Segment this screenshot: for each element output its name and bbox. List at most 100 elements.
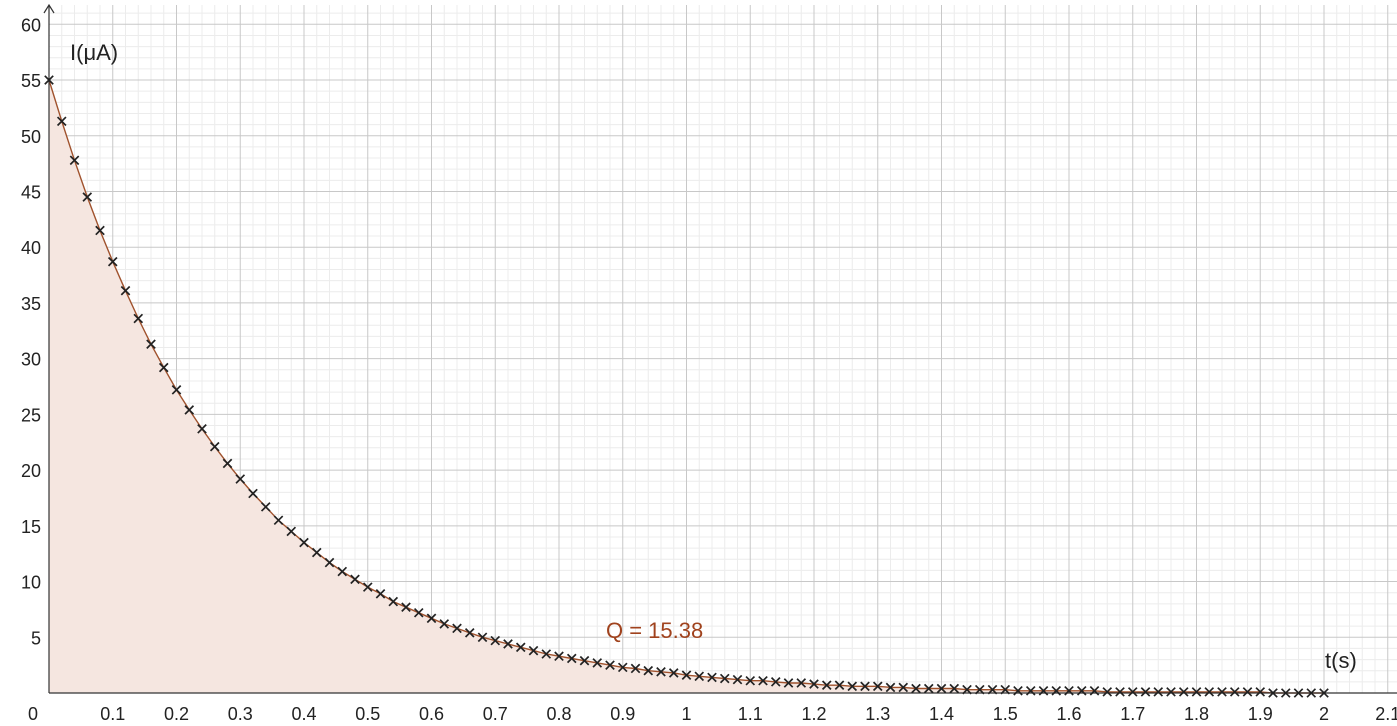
data-point-stroke — [1025, 685, 1036, 696]
data-point — [452, 623, 462, 634]
data-point — [1013, 685, 1023, 696]
data-point-stroke — [107, 256, 118, 267]
data-point-stroke — [923, 683, 934, 694]
data-point-stroke — [758, 675, 768, 686]
data-point — [579, 655, 590, 666]
data-point-stroke — [209, 441, 220, 452]
data-point-stroke — [1166, 687, 1176, 697]
data-point — [44, 75, 54, 85]
data-point-stroke — [707, 672, 717, 683]
data-point — [872, 681, 883, 692]
y-tick-label: 10 — [21, 573, 41, 593]
data-point — [1166, 687, 1176, 697]
data-point-stroke — [1051, 685, 1062, 696]
x-tick-label: 1 — [681, 704, 691, 724]
data-point — [694, 671, 705, 682]
data-point-stroke — [158, 362, 169, 373]
data-point — [82, 192, 93, 202]
data-point-stroke — [1229, 687, 1240, 697]
data-point-stroke — [1319, 688, 1329, 698]
data-point — [1319, 688, 1329, 698]
data-point — [222, 458, 233, 469]
data-point-stroke — [1038, 685, 1049, 696]
data-point — [1255, 687, 1266, 697]
x-tick-label: 1.1 — [738, 704, 763, 724]
data-point — [107, 256, 118, 267]
data-point-stroke — [617, 662, 628, 673]
data-point-stroke — [362, 582, 373, 592]
tick-labels: 0.1 0.2 0.3 0.4 0.5 0.6 0.7 0.8 0.9 1 1.1 1.2 1.3 1.4… — [21, 15, 1397, 724]
data-point — [1293, 688, 1304, 698]
data-point — [311, 547, 322, 558]
y-tick-label: 15 — [21, 517, 41, 537]
data-point-stroke — [56, 116, 67, 127]
data-point-stroke — [171, 385, 182, 395]
data-point — [1140, 687, 1151, 697]
data-point-stroke — [439, 619, 450, 629]
data-point-stroke — [1115, 687, 1125, 697]
data-point — [197, 424, 207, 434]
x-tick-label: 1.8 — [1184, 704, 1209, 724]
data-point — [617, 662, 628, 673]
data-point-stroke — [1076, 685, 1087, 696]
data-point — [95, 225, 105, 236]
data-point-stroke — [1153, 687, 1164, 697]
data-point — [299, 537, 309, 548]
data-point-stroke — [299, 537, 309, 548]
data-point — [401, 602, 411, 612]
data-point-stroke — [936, 683, 947, 694]
data-point-stroke — [1127, 687, 1138, 697]
data-point-stroke — [388, 596, 399, 607]
data-point-stroke — [197, 424, 207, 434]
data-point-stroke — [1089, 685, 1100, 696]
charge-area-layer — [49, 80, 1324, 693]
data-point-stroke — [962, 684, 972, 695]
data-point — [209, 441, 220, 452]
data-point — [885, 682, 896, 693]
data-point — [681, 670, 692, 680]
data-point — [260, 502, 271, 512]
data-point — [171, 385, 182, 395]
data-point — [566, 653, 577, 664]
data-point-stroke — [783, 678, 794, 688]
data-point-stroke — [656, 667, 666, 677]
data-point — [248, 488, 258, 499]
data-point-stroke — [643, 665, 654, 676]
data-point-stroke — [770, 677, 781, 687]
data-point — [184, 405, 195, 415]
y-tick-label: 5 — [31, 628, 41, 648]
data-point — [592, 658, 603, 668]
data-point-stroke — [503, 639, 513, 649]
y-axis-arrow — [43, 3, 55, 14]
data-point — [146, 339, 156, 349]
major-grid — [49, 5, 1397, 693]
data-point-stroke — [605, 660, 615, 670]
data-point — [783, 678, 794, 688]
data-point — [286, 526, 297, 537]
y-tick-label: 40 — [21, 238, 41, 258]
data-point-stroke — [337, 566, 348, 577]
data-point-stroke — [872, 681, 883, 692]
data-point-stroke — [1178, 687, 1189, 697]
data-point-stroke — [1293, 688, 1304, 698]
data-point — [362, 582, 373, 592]
data-point-stroke — [834, 680, 845, 690]
data-point — [962, 684, 972, 695]
x-tick-label: 2 — [1319, 704, 1329, 724]
data-point-stroke — [1306, 688, 1317, 698]
data-point — [273, 515, 284, 526]
data-point — [388, 596, 399, 607]
data-point — [630, 663, 641, 674]
x-tick-label: 1.5 — [993, 704, 1018, 724]
data-point-stroke — [885, 682, 896, 693]
data-point-stroke — [681, 670, 692, 680]
x-tick-label: 1.4 — [929, 704, 954, 724]
data-point-stroke — [911, 683, 921, 694]
data-point-stroke — [413, 607, 424, 618]
data-point — [413, 607, 424, 618]
x-tick-label: 0.3 — [228, 704, 253, 724]
data-point-stroke — [515, 642, 526, 653]
data-point — [987, 684, 998, 695]
x-tick-label: 0.5 — [355, 704, 380, 724]
